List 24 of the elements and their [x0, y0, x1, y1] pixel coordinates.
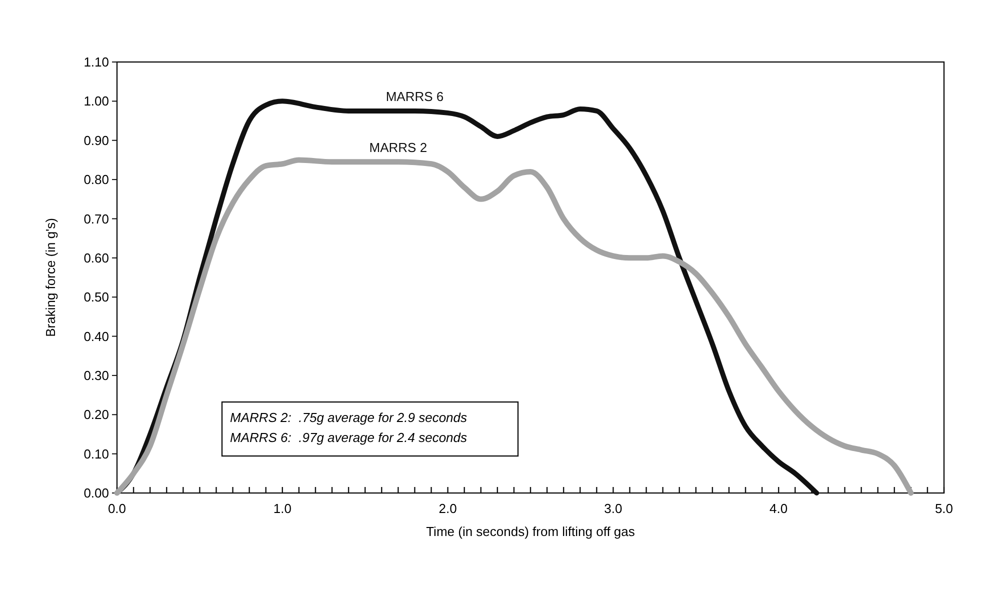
annotation: MARRS 2: .75g average for 2.9 seconds — [230, 410, 468, 425]
y-tick-label: 0.10 — [84, 446, 109, 462]
y-tick-label: 0.00 — [84, 486, 109, 501]
annotation: MARRS 6: .97g average for 2.4 seconds — [230, 430, 468, 445]
x-axis-title: Time (in seconds) from lifting off gas — [426, 524, 636, 539]
y-tick-label: 0.70 — [84, 211, 109, 226]
y-tick-label: 1.10 — [84, 54, 109, 70]
x-tick-label: 3.0 — [604, 501, 622, 516]
x-tick-label: 1.0 — [273, 501, 292, 516]
series-label: MARRS 2 — [369, 140, 428, 155]
x-tick-label: 2.0 — [438, 501, 457, 516]
x-tick-label: 4.0 — [770, 501, 788, 516]
y-tick-label: 0.90 — [84, 132, 109, 148]
y-tick-label: 0.30 — [84, 368, 109, 384]
x-tick-label: 0.0 — [108, 501, 126, 516]
y-tick-label: 1.00 — [84, 94, 109, 109]
x-tick-label: 5.0 — [934, 501, 954, 516]
y-tick-label: 0.50 — [84, 290, 109, 305]
y-tick-label: 0.60 — [84, 250, 109, 266]
y-tick-label: 0.40 — [84, 328, 109, 344]
y-tick-label: 0.80 — [84, 172, 109, 188]
series-label: MARRS 6 — [386, 88, 444, 104]
y-tick-label: 0.20 — [84, 407, 109, 422]
y-axis-title: Braking force (in g's) — [43, 218, 58, 337]
